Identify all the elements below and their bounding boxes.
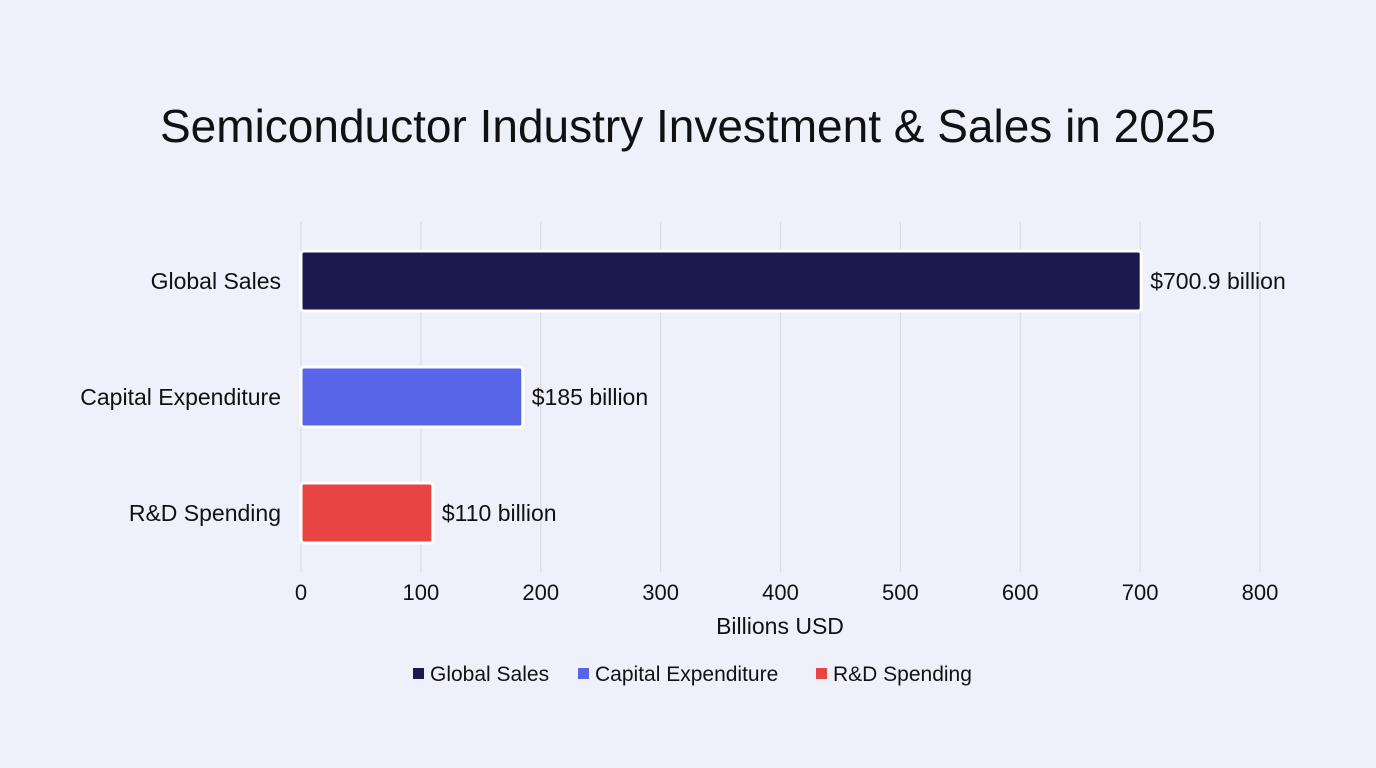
bar <box>299 365 525 429</box>
x-tick-label: 100 <box>403 580 440 605</box>
category-label: Global Sales <box>151 268 281 294</box>
bar <box>299 249 1143 313</box>
x-axis-ticks: 0 100 200 300 400 500 600 700 800 <box>295 580 1278 605</box>
value-label: $110 billion <box>442 500 557 526</box>
value-labels: $700.9 billion $185 billion $110 billion <box>442 268 1286 526</box>
x-tick-label: 800 <box>1242 580 1279 605</box>
legend: Global Sales Capital Expenditure R&D Spend… <box>413 663 972 686</box>
legend-label: Capital Expenditure <box>595 663 778 686</box>
legend-label: R&D Spending <box>833 663 972 686</box>
category-label: Capital Expenditure <box>80 384 281 410</box>
chart-title: Semiconductor Industry Investment & Sale… <box>160 100 1216 152</box>
x-tick-label: 600 <box>1002 580 1039 605</box>
x-tick-label: 300 <box>642 580 679 605</box>
category-labels: Global Sales Capital Expenditure R&D Spend… <box>80 268 281 526</box>
x-tick-label: 0 <box>295 580 307 605</box>
legend-label: Global Sales <box>430 663 549 686</box>
category-label: R&D Spending <box>129 500 281 526</box>
bar <box>299 481 435 545</box>
value-label: $700.9 billion <box>1150 268 1286 294</box>
x-tick-label: 200 <box>522 580 559 605</box>
legend-swatch <box>816 668 827 679</box>
x-tick-label: 400 <box>762 580 799 605</box>
value-label: $185 billion <box>532 384 648 410</box>
x-tick-label: 500 <box>882 580 919 605</box>
legend-swatch <box>578 668 589 679</box>
bars <box>299 249 1143 545</box>
x-tick-label: 700 <box>1122 580 1159 605</box>
x-axis-title: Billions USD <box>716 613 844 639</box>
legend-swatch <box>413 668 424 679</box>
